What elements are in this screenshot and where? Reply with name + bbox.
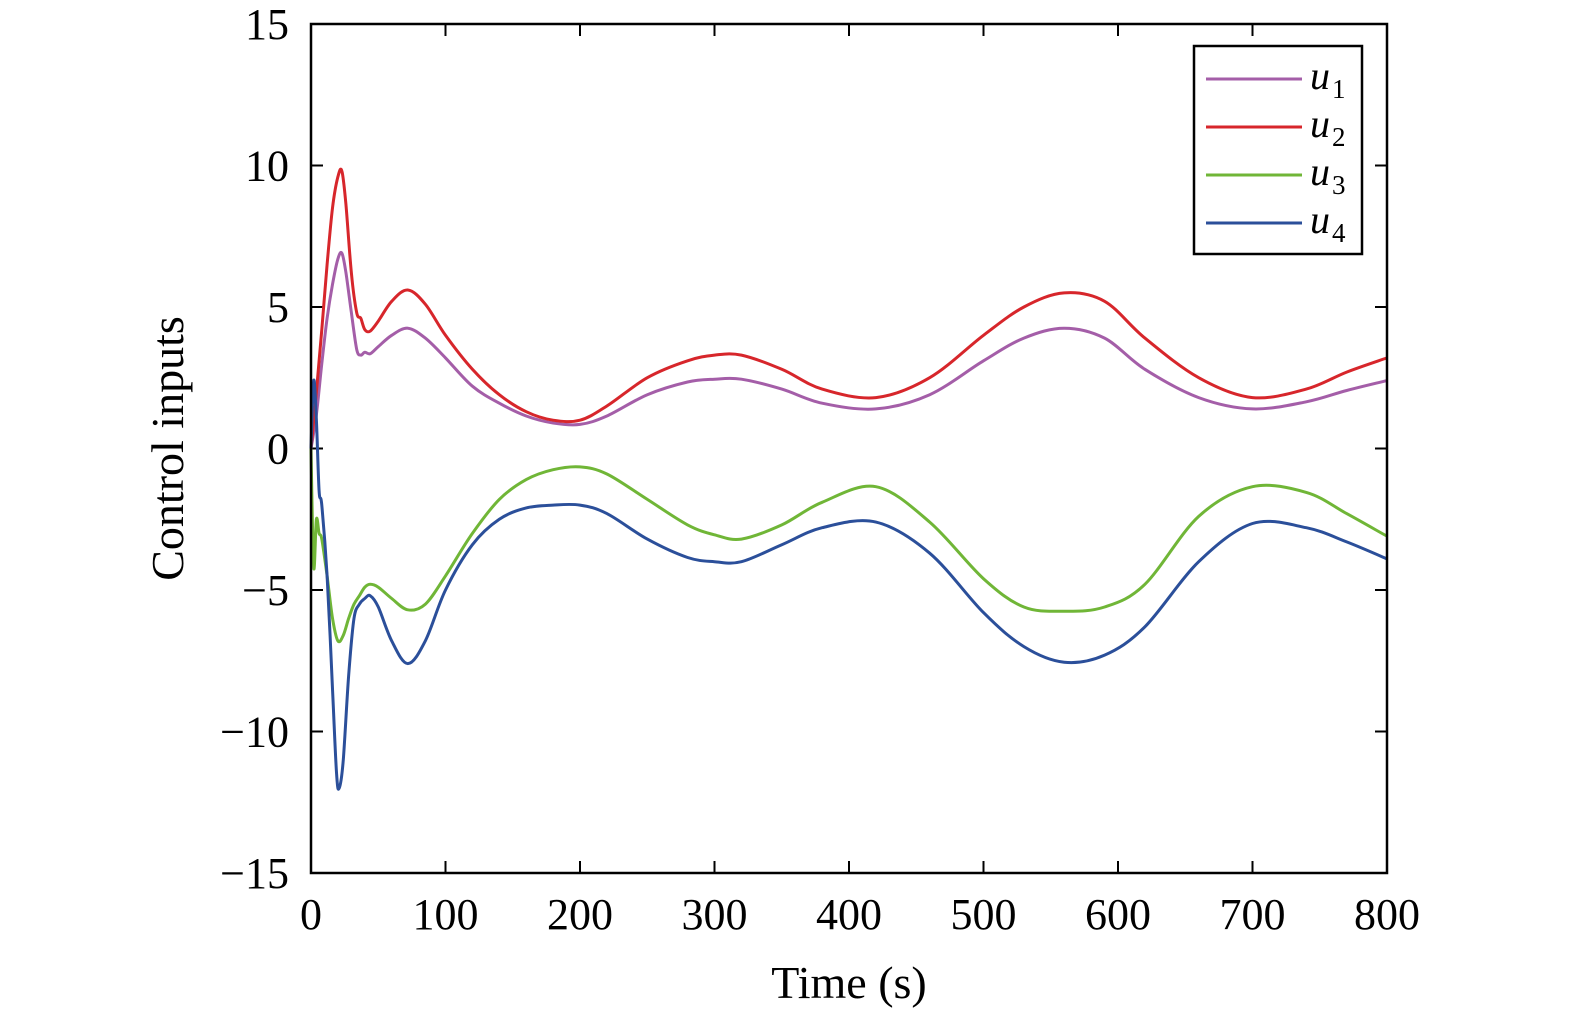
series-line-u2 bbox=[309, 167, 1388, 449]
legend-box bbox=[1192, 44, 1364, 256]
x-tick-label: 500 bbox=[951, 890, 1017, 939]
tick-labels: 0 100 200 300 400 500 600 700 800 −15 −10 −5 0 5 10 15 bbox=[220, 0, 1420, 939]
legend-symbol: u bbox=[1310, 101, 1330, 146]
x-tick-label: 600 bbox=[1085, 890, 1151, 939]
x-axis-title: Time (s) bbox=[771, 957, 927, 1008]
x-tick-label: 0 bbox=[300, 890, 322, 939]
y-axis-title: Control inputs bbox=[142, 316, 193, 581]
legend-label-u3: u3 bbox=[1310, 149, 1346, 200]
x-tick-label: 100 bbox=[413, 890, 479, 939]
legend-symbol: u bbox=[1310, 149, 1330, 194]
x-tick-label: 400 bbox=[816, 890, 882, 939]
series-line-u3 bbox=[309, 448, 1388, 644]
y-tick-label: 10 bbox=[245, 142, 289, 191]
legend-symbol: u bbox=[1310, 53, 1330, 98]
series-lines bbox=[309, 167, 1388, 791]
plot-frame bbox=[309, 22, 1389, 875]
y-tick-label: −10 bbox=[220, 708, 289, 757]
y-tick-label: −5 bbox=[242, 566, 289, 615]
series-line-u1 bbox=[309, 250, 1388, 449]
y-tick-label: 5 bbox=[267, 283, 289, 332]
legend-subscript: 3 bbox=[1332, 170, 1346, 200]
series-line-u4 bbox=[309, 378, 1388, 791]
x-tick-label: 800 bbox=[1354, 890, 1420, 939]
y-tick-label: 15 bbox=[245, 0, 289, 49]
x-tick-label: 200 bbox=[547, 890, 613, 939]
y-tick-label: 0 bbox=[267, 425, 289, 474]
x-tick-label: 300 bbox=[682, 890, 748, 939]
legend-label-u1: u1 bbox=[1310, 53, 1346, 104]
y-tick-label: −15 bbox=[220, 849, 289, 898]
legend-label-u2: u2 bbox=[1310, 101, 1346, 152]
legend-symbol: u bbox=[1310, 197, 1330, 242]
legend-label-u4: u4 bbox=[1310, 197, 1346, 248]
legend-subscript: 2 bbox=[1332, 122, 1346, 152]
x-tick-label: 700 bbox=[1220, 890, 1286, 939]
legend-subscript: 4 bbox=[1332, 218, 1346, 248]
legend-subscript: 1 bbox=[1332, 74, 1346, 104]
